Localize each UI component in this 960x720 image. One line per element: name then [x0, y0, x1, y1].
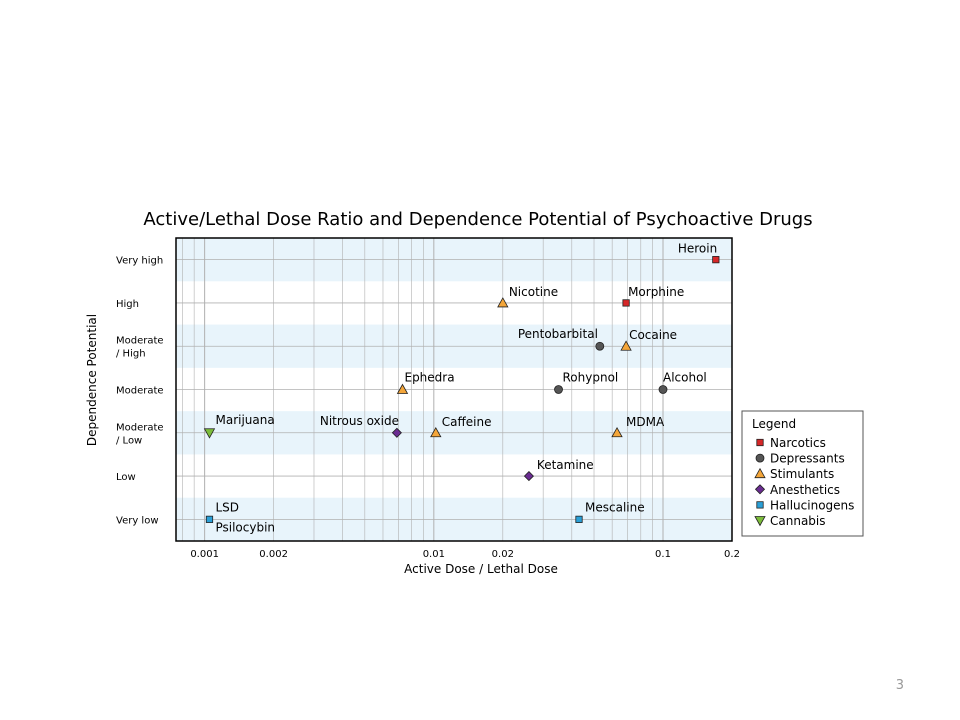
series-stimulants: Nicotine Cocaine Ephedra Caffeine MDMA	[396, 285, 677, 438]
legend-item-label: Anesthetics	[770, 483, 840, 497]
legend-item-label: Stimulants	[770, 467, 834, 481]
point-mdma	[611, 426, 623, 438]
legend-title: Legend	[752, 417, 796, 431]
point-rohypnol	[554, 385, 563, 394]
legend-marker-stimulants	[754, 467, 766, 479]
y-tick-label: Moderate	[116, 386, 164, 397]
legend-marker-narcotics	[756, 438, 764, 447]
page-number: 3	[895, 678, 904, 693]
point-label: Ketamine	[537, 458, 594, 472]
y-tick-label: High	[116, 299, 139, 310]
series-depressants: Pentobarbital Rohypnol Alcohol	[518, 327, 707, 394]
point-label: Caffeine	[442, 415, 492, 429]
legend-item-label: Narcotics	[770, 436, 826, 450]
plot-frame	[175, 237, 733, 542]
x-tick-label: 0.002	[259, 549, 288, 560]
y-tick-label: Very high	[116, 256, 163, 267]
x-tick-label: 0.001	[190, 549, 219, 560]
data-points: Heroin Morphine Pentobarbital Rohypnol Alcoh…	[203, 242, 720, 534]
y-tick-labels: Very low Low Moderate / Low Moderate Moderate…	[116, 256, 164, 527]
point-ketamine	[523, 471, 534, 482]
point-label: Marijuana	[215, 413, 274, 427]
point-label: Morphine	[628, 285, 684, 299]
point-nicotine	[497, 297, 509, 308]
point-ephedra	[396, 383, 409, 394]
x-tick-label: 0.02	[492, 549, 514, 560]
legend-item-label: Cannabis	[770, 514, 826, 528]
point-nitrous-oxide	[391, 427, 402, 438]
point-label: Cocaine	[629, 328, 677, 342]
point-label: Nicotine	[509, 285, 558, 299]
legend-marker-depressants	[755, 453, 765, 463]
y-tick-label: Moderate / High	[116, 336, 164, 360]
point-label: LSD	[215, 500, 239, 514]
legend-marker-cannabis	[754, 516, 766, 527]
point-morphine	[622, 299, 630, 307]
x-tick-label: 0.01	[423, 549, 445, 560]
series-cannabis: Marijuana	[203, 413, 275, 439]
point-mescaline	[575, 515, 583, 523]
grid-lines	[176, 238, 733, 541]
point-label: Alcohol	[663, 371, 707, 385]
point-caffeine	[430, 426, 442, 438]
point-alcohol	[658, 385, 668, 394]
point-label: Mescaline	[585, 500, 645, 514]
point-lsd	[205, 515, 214, 523]
legend-marker-hallucinogens	[756, 501, 764, 509]
legend-item-label: Depressants	[770, 452, 845, 466]
y-tick-label: Very low	[116, 515, 159, 526]
series-narcotics: Heroin Morphine	[622, 242, 720, 307]
y-tick-label: Low	[116, 472, 136, 483]
legend-item-label: Hallucinogens	[770, 498, 854, 512]
x-axis-label: Active Dose / Lethal Dose	[404, 562, 558, 576]
series-hallucinogens: LSD Psilocybin Mescaline	[205, 500, 645, 534]
point-label: MDMA	[626, 415, 665, 429]
x-tick-label: 0.1	[655, 549, 671, 560]
legend-marker-anesthetics	[754, 484, 766, 495]
x-tick-labels: 0.001 0.002 0.01 0.02 0.1 0.2	[190, 549, 740, 560]
point-label: Psilocybin	[215, 520, 275, 534]
point-label: Rohypnol	[563, 371, 619, 385]
point-heroin	[712, 256, 720, 264]
point-label: Heroin	[678, 242, 717, 256]
x-tick-label: 0.2	[724, 549, 740, 560]
point-label: Pentobarbital	[518, 327, 598, 341]
point-cocaine	[620, 340, 632, 351]
point-marijuana	[203, 428, 216, 439]
chart-title: Active/Lethal Dose Ratio and Dependence …	[143, 209, 812, 230]
point-pentobarbital	[595, 341, 605, 351]
point-label: Nitrous oxide	[320, 414, 399, 428]
y-axis-label: Dependence Potential	[85, 314, 99, 446]
series-anesthetics: Nitrous oxide Ketamine	[320, 414, 594, 482]
y-tick-label: Moderate / Low	[116, 422, 164, 446]
point-label: Ephedra	[404, 371, 454, 385]
